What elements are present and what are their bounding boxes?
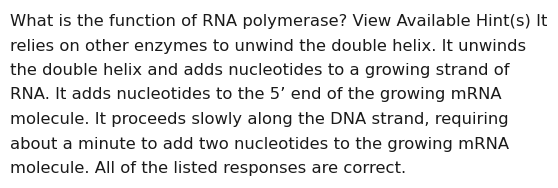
Text: RNA. It adds nucleotides to the 5’ end of the growing mRNA: RNA. It adds nucleotides to the 5’ end o… (10, 87, 502, 102)
Text: about a minute to add two nucleotides to the growing mRNA: about a minute to add two nucleotides to… (10, 136, 509, 152)
Text: relies on other enzymes to unwind the double helix. It unwinds: relies on other enzymes to unwind the do… (10, 39, 526, 54)
Text: molecule. It proceeds slowly along the DNA strand, requiring: molecule. It proceeds slowly along the D… (10, 112, 509, 127)
Text: What is the function of RNA polymerase? View Available Hint(s) It: What is the function of RNA polymerase? … (10, 14, 547, 29)
Text: molecule. All of the listed responses are correct.: molecule. All of the listed responses ar… (10, 161, 406, 176)
Text: the double helix and adds nucleotides to a growing strand of: the double helix and adds nucleotides to… (10, 63, 509, 78)
